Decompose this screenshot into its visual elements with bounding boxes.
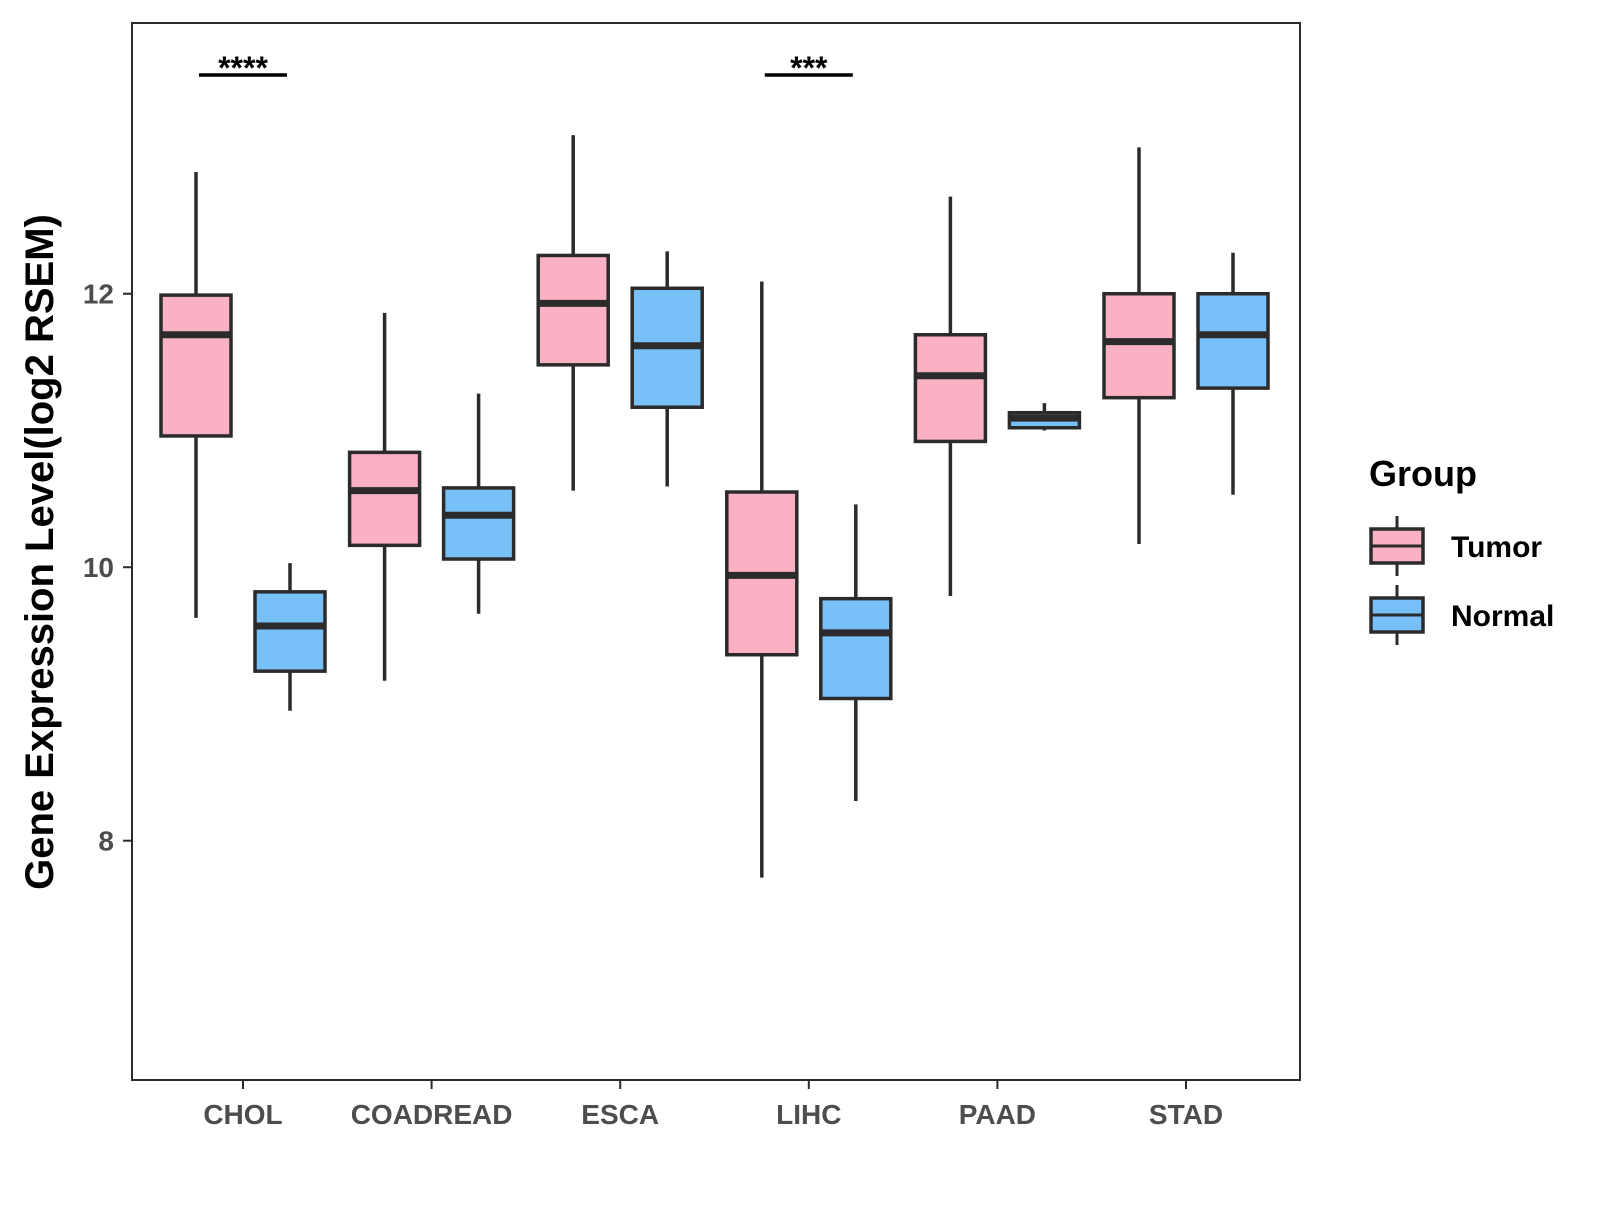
- x-tick-label-esca: ESCA: [581, 1099, 659, 1130]
- boxes: [159, 135, 1270, 878]
- x-tick-label-chol: CHOL: [203, 1099, 282, 1130]
- box-body-normal-stad: [1196, 291, 1270, 390]
- box-body-normal-chol: [253, 590, 327, 673]
- legend-items: Tumor Normal: [1369, 516, 1554, 645]
- box-normal-paad: [1007, 403, 1082, 431]
- x-axis: CHOL COADREAD ESCA LIHC PAAD STAD: [203, 1080, 1223, 1130]
- box-body-tumor-paad: [913, 333, 988, 444]
- box-body-normal-lihc: [819, 596, 893, 701]
- box-normal-stad: [1196, 252, 1270, 495]
- annotation-label-chol: ****: [218, 50, 268, 86]
- y-tick-label-12: 12: [83, 279, 114, 310]
- y-axis: 8 10 12: [83, 279, 132, 857]
- box-body-tumor-stad: [1102, 291, 1176, 400]
- legend-item-tumor: Tumor: [1369, 516, 1542, 576]
- y-axis-label: Gene Expression Level(log2 RSEM): [18, 214, 62, 890]
- box-tumor-lihc: [725, 281, 799, 878]
- box-tumor-chol: [159, 172, 233, 618]
- annotation-lihc: ***: [764, 50, 853, 86]
- legend-label-tumor: Tumor: [1451, 531, 1542, 564]
- box-normal-esca: [630, 251, 704, 487]
- x-tick-label-coadread: COADREAD: [351, 1099, 513, 1130]
- box-tumor-coadread: [347, 312, 422, 681]
- annotation-label-lihc: ***: [790, 50, 828, 86]
- y-tick-label-8: 8: [98, 826, 114, 857]
- legend-item-normal: Normal: [1369, 585, 1554, 645]
- box-tumor-esca: [536, 135, 610, 491]
- box-normal-coadread: [441, 393, 516, 614]
- annotation-chol: ****: [199, 50, 287, 86]
- box-normal-chol: [253, 563, 327, 711]
- box-body-tumor-coadread: [347, 450, 422, 548]
- box-body-normal-coadread: [441, 486, 516, 561]
- box-tumor-stad: [1102, 147, 1176, 544]
- x-tick-label-lihc: LIHC: [776, 1099, 841, 1130]
- significance-annotations: **** ***: [199, 50, 853, 86]
- legend-title: Group: [1369, 453, 1477, 494]
- box-body-tumor-chol: [159, 293, 233, 438]
- legend: Group Tumor Normal: [1369, 453, 1554, 645]
- box-tumor-paad: [913, 196, 988, 596]
- plot-panel: [131, 22, 1301, 1081]
- box-body-tumor-esca: [536, 253, 610, 367]
- x-tick-label-paad: PAAD: [959, 1099, 1036, 1130]
- y-tick-label-10: 10: [83, 552, 114, 583]
- legend-label-normal: Normal: [1451, 600, 1554, 633]
- x-tick-label-stad: STAD: [1149, 1099, 1223, 1130]
- box-normal-lihc: [819, 504, 893, 802]
